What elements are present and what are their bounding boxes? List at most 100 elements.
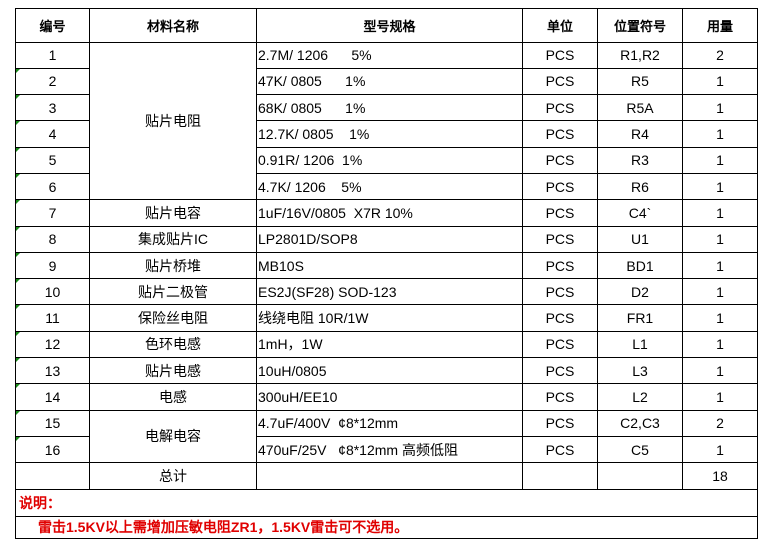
- header-ref: 位置符号: [597, 8, 683, 43]
- quantity: 1: [682, 278, 758, 306]
- table-row: 13 贴片电感 10uH/0805 PCS L3 1: [15, 357, 758, 385]
- unit: PCS: [522, 199, 598, 227]
- unit: PCS: [522, 41, 598, 69]
- ref-designator: C2,C3: [597, 409, 683, 437]
- header-spec: 型号规格: [256, 8, 523, 43]
- table-row: 10 贴片二极管 ES2J(SF28) SOD-123 PCS D2 1: [15, 278, 758, 306]
- spec: 47K/ 0805 1%: [256, 67, 523, 96]
- ref-designator: R4: [597, 120, 683, 148]
- quantity: 1: [682, 357, 758, 385]
- row-number: 12: [15, 330, 90, 359]
- quantity: 1: [682, 120, 758, 148]
- header-qty: 用量: [682, 8, 758, 43]
- row-number-text: 6: [48, 178, 57, 195]
- text-indicator-icon: [16, 411, 20, 415]
- spec: 12.7K/ 0805 1%: [256, 120, 523, 148]
- unit: PCS: [522, 435, 598, 464]
- spec: 4.7uF/400V ¢8*12mm: [256, 409, 523, 437]
- total-empty-spec: [256, 462, 523, 490]
- table-row: 5 0.91R/ 1206 1% PCS R3 1: [15, 146, 758, 174]
- row-number-text: 14: [44, 389, 61, 405]
- bom-table: 编号 材料名称 型号规格 单位 位置符号 用量 1 贴片电阻 2.7M/ 1206 …: [15, 8, 758, 539]
- row-number: 8: [15, 225, 90, 253]
- row-number-text: 5: [48, 152, 57, 169]
- ref-designator: FR1: [597, 304, 683, 332]
- material-name: 贴片电容: [89, 199, 257, 227]
- header-unit: 单位: [522, 8, 598, 43]
- table-row: 9 贴片桥堆 MB10S PCS BD1 1: [15, 251, 758, 280]
- total-quantity: 18: [682, 462, 758, 490]
- table-row: 3 68K/ 0805 1% PCS R5A 1: [15, 94, 758, 122]
- text-indicator-icon: [16, 437, 20, 441]
- text-indicator-icon: [16, 227, 20, 231]
- row-number: 2: [15, 67, 90, 96]
- row-number-text: 4: [48, 126, 57, 143]
- material-name: 贴片电感: [89, 357, 257, 385]
- ref-designator: D2: [597, 278, 683, 306]
- text-indicator-icon: [16, 253, 20, 257]
- unit: PCS: [522, 251, 598, 280]
- ref-designator: R5: [597, 67, 683, 96]
- spec: 2.7M/ 1206 5%: [256, 41, 523, 69]
- spec: 1uF/16V/0805 X7R 10%: [256, 199, 523, 227]
- row-number: 11: [15, 304, 90, 332]
- table-row: 11 保险丝电阻 线绕电阻 10R/1W PCS FR1 1: [15, 304, 758, 332]
- table-row: 7 贴片电容 1uF/16V/0805 X7R 10% PCS C4` 1: [15, 199, 758, 227]
- quantity: 1: [682, 304, 758, 332]
- header-row: 编号 材料名称 型号规格 单位 位置符号 用量: [15, 8, 758, 43]
- text-indicator-icon: [16, 69, 20, 73]
- row-number-text: 1: [48, 47, 57, 64]
- spec: 10uH/0805: [256, 357, 523, 385]
- material-name: 色环电感: [89, 330, 257, 359]
- quantity: 1: [682, 146, 758, 174]
- row-number-text: 3: [48, 99, 57, 116]
- ref-designator: L1: [597, 330, 683, 359]
- row-number-text: 11: [45, 310, 60, 327]
- row-number: 9: [15, 251, 90, 280]
- quantity: 1: [682, 330, 758, 359]
- row-number: 6: [15, 172, 90, 201]
- row-number-text: 7: [48, 204, 57, 221]
- row-number-text: 8: [48, 231, 57, 248]
- row-number: 4: [15, 120, 90, 148]
- text-indicator-icon: [16, 121, 20, 126]
- row-number-text: 16: [44, 441, 61, 458]
- unit: PCS: [522, 67, 598, 96]
- header-no: 编号: [15, 8, 90, 43]
- quantity: 1: [682, 199, 758, 227]
- row-number-text: 15: [44, 415, 61, 432]
- text-indicator-icon: [16, 384, 20, 389]
- quantity: 2: [682, 41, 758, 69]
- text-indicator-icon: [16, 332, 20, 336]
- spec: MB10S: [256, 251, 523, 280]
- table-row: 8 集成贴片IC LP2801D/SOP8 PCS U1 1: [15, 225, 758, 253]
- unit: PCS: [522, 120, 598, 148]
- spec: 470uF/25V ¢8*12mm 高频低阻: [256, 435, 523, 464]
- row-number-text: 10: [44, 283, 61, 300]
- row-number-text: 2: [48, 73, 57, 90]
- row-number-text: 12: [44, 336, 61, 353]
- unit: PCS: [522, 225, 598, 253]
- spec: ES2J(SF28) SOD-123: [256, 278, 523, 306]
- notes-title: 说明：: [15, 488, 758, 517]
- spec: 0.91R/ 1206 1%: [256, 146, 523, 174]
- material-name: 电感: [89, 383, 257, 411]
- quantity: 1: [682, 67, 758, 96]
- row-number: 10: [15, 278, 90, 306]
- material-name: 贴片电阻: [89, 41, 257, 201]
- total-row: 总计 18: [15, 462, 758, 490]
- quantity: 2: [682, 409, 758, 437]
- row-number: 16: [15, 435, 90, 464]
- text-indicator-icon: [16, 148, 20, 152]
- table-row: 15 电解电容 4.7uF/400V ¢8*12mm PCS C2,C3 2: [15, 409, 758, 464]
- spec: 300uH/EE10: [256, 383, 523, 411]
- material-name: 贴片桥堆: [89, 251, 257, 280]
- unit: PCS: [522, 94, 598, 122]
- quantity: 1: [682, 94, 758, 122]
- header-material: 材料名称: [89, 8, 257, 43]
- total-empty-unit: [522, 462, 598, 490]
- notes-text: 雷击1.5KV以上需增加压敏电阻ZR1，1.5KV雷击可不选用。: [15, 515, 758, 539]
- table-row: 14 电感 300uH/EE10 PCS L2 1: [15, 383, 758, 411]
- ref-designator: R3: [597, 146, 683, 174]
- unit: PCS: [522, 409, 598, 437]
